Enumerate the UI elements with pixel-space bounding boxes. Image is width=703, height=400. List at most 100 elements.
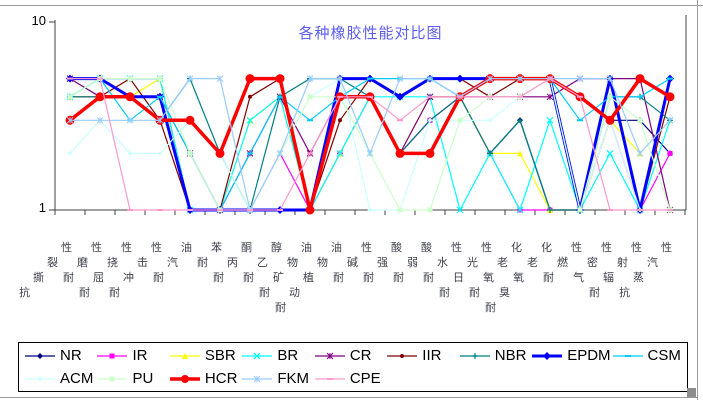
x-axis-label-char: 老 <box>497 257 508 269</box>
x-axis-label-char: 化 <box>511 242 522 254</box>
window-frame-right <box>697 0 698 400</box>
legend-item-IIR[interactable]: IIR <box>385 344 457 367</box>
x-axis-label-char: 臭 <box>499 287 510 299</box>
legend-label-ACM: ACM <box>60 370 94 387</box>
legend-key-CSM <box>612 354 643 357</box>
legend-key-NR <box>25 352 55 359</box>
legend-key-CR <box>314 352 345 359</box>
legend-item-CR[interactable]: CR <box>313 344 385 367</box>
legend-key-SBR <box>169 352 200 359</box>
x-axis-label-char: 耐 <box>243 272 254 284</box>
x-axis-label-char: 击 <box>137 257 148 269</box>
x-axis-label-char: 苯 <box>211 242 222 254</box>
x-axis-label-char: 物 <box>287 257 298 269</box>
resize-handle[interactable] <box>687 388 696 397</box>
legend-item-ACM[interactable]: ACM <box>23 367 95 390</box>
x-axis-label-char: 耐 <box>333 272 344 284</box>
legend-item-CSM[interactable]: CSM <box>611 344 683 367</box>
legend-item-SBR[interactable]: SBR <box>168 344 240 367</box>
x-axis-label-char: 耐 <box>363 272 374 284</box>
x-axis-label-char: 植 <box>303 272 314 284</box>
x-axis-label-char: 化 <box>541 242 552 254</box>
legend-item-IR[interactable]: IR <box>95 344 167 367</box>
legend-label-CSM: CSM <box>647 347 681 364</box>
x-axis-label-char: 抗 <box>619 287 630 299</box>
x-axis-label-char: 油 <box>181 242 192 254</box>
x-axis-label-char: 耐 <box>469 287 480 299</box>
legend-key-FKM <box>242 375 273 382</box>
x-axis-label-char: 耐 <box>393 272 404 284</box>
series-FKM[interactable] <box>66 75 674 214</box>
x-axis-label-char: 酮 <box>241 242 252 254</box>
y-axis-tick-label-1: 1 <box>38 200 46 215</box>
legend-key-NBR <box>459 352 490 359</box>
x-axis-label-char: 耐 <box>543 272 554 284</box>
x-axis-label-char: 耐 <box>213 272 224 284</box>
legend-key-CPE <box>314 377 345 380</box>
legend-label-NBR: NBR <box>494 347 527 364</box>
x-axis-label-char: 耐 <box>79 287 90 299</box>
series-CPE[interactable] <box>67 77 673 211</box>
x-axis-label-char: 磨 <box>77 257 88 269</box>
legend-item-NR[interactable]: NR <box>23 344 95 367</box>
x-axis-label-char: 抗 <box>19 287 30 299</box>
legend-key-IR <box>97 353 128 358</box>
x-axis-label-char: 耐 <box>423 272 434 284</box>
x-axis-label-char: 冲 <box>123 272 134 284</box>
legend-label-EPDM: EPDM <box>567 347 611 364</box>
legend-key-IIR <box>387 353 418 358</box>
x-axis-label-char: 密 <box>587 257 598 269</box>
legend-item-FKM[interactable]: FKM <box>240 367 312 390</box>
legend-item-EPDM[interactable]: EPDM <box>530 344 611 367</box>
x-axis-label-char: 光 <box>467 257 478 269</box>
legend-label-BR: BR <box>277 347 299 364</box>
axes <box>49 15 687 215</box>
legend-label-SBR: SBR <box>204 347 236 364</box>
x-axis-label-char: 老 <box>527 257 538 269</box>
x-axis-label-char: 醇 <box>271 242 282 254</box>
legend-item-NBR[interactable]: NBR <box>458 344 530 367</box>
legend: NR IR SBR BR CR IIR NBR EPDM CSM ACM PU HCR FKM CPE <box>18 342 688 392</box>
x-axis-label-char: 性 <box>631 242 642 254</box>
x-axis-label-char: 水 <box>437 257 448 269</box>
legend-label-IR: IR <box>132 347 148 364</box>
x-axis-label-char: 屈 <box>93 272 104 284</box>
x-axis-label-char: 性 <box>121 242 132 254</box>
legend-label-CPE: CPE <box>349 370 381 387</box>
x-axis-label-char: 酸 <box>421 242 432 254</box>
x-axis-label-char: 油 <box>331 242 342 254</box>
legend-item-BR[interactable]: BR <box>240 344 312 367</box>
window-frame-bottom <box>0 397 697 398</box>
x-axis-label-char: 日 <box>453 272 464 284</box>
x-axis-label-char: 耐 <box>197 257 208 269</box>
x-axis-label-char: 性 <box>601 242 612 254</box>
x-axis-label-char: 挠 <box>107 257 118 269</box>
x-axis-label-char: 耐 <box>439 287 450 299</box>
legend-label-IIR: IIR <box>422 347 442 364</box>
x-axis-label-char: 性 <box>481 242 492 254</box>
x-axis-label-char: 汽 <box>647 257 658 269</box>
x-axis-label-char: 耐 <box>109 287 120 299</box>
legend-label-FKM: FKM <box>277 370 310 387</box>
x-axis-label-char: 氧 <box>483 272 494 284</box>
x-axis-label-char: 物 <box>317 257 328 269</box>
x-axis-label-char: 耐 <box>153 272 164 284</box>
x-axis-label-char: 耐 <box>63 272 74 284</box>
x-axis-label-char: 辐 <box>603 272 614 284</box>
legend-label-NR: NR <box>60 347 82 364</box>
legend-item-HCR[interactable]: HCR <box>168 367 240 390</box>
legend-key-HCR <box>169 374 200 383</box>
legend-item-CPE[interactable]: CPE <box>313 367 385 390</box>
x-axis-label-char: 性 <box>61 242 72 254</box>
legend-item-PU[interactable]: PU <box>95 367 167 390</box>
legend-label-HCR: HCR <box>204 370 238 387</box>
legend-label-PU: PU <box>132 370 154 387</box>
x-axis-label-char: 汽 <box>167 257 178 269</box>
x-axis-label-char: 性 <box>361 242 372 254</box>
legend-key-ACM <box>25 376 55 381</box>
x-axis-label-char: 性 <box>571 242 582 254</box>
x-axis-label-char: 油 <box>301 242 312 254</box>
legend-key-BR <box>242 352 273 359</box>
x-axis-label-char: 动 <box>289 287 300 299</box>
